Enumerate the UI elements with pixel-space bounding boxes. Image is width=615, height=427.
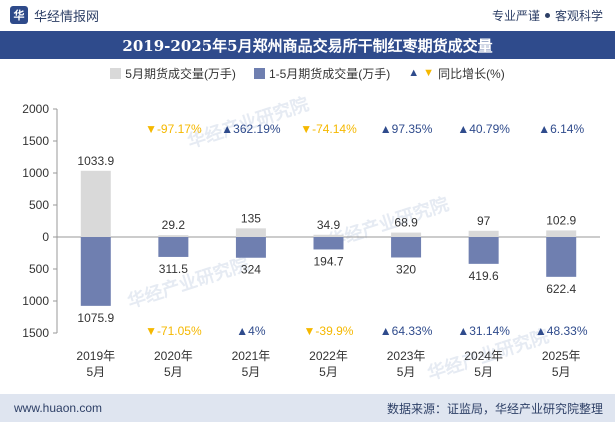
legend-swatch-may: [110, 67, 122, 79]
triangle-up-icon: ▲: [408, 67, 420, 79]
data-label-may: 135: [241, 211, 261, 225]
top-bar: 华 华经情报网 专业严谨 客观科学: [0, 0, 615, 30]
bar-may: [235, 228, 266, 237]
growth-label-may: ▲362.19%: [221, 122, 281, 136]
data-label-may: 97: [477, 214, 491, 228]
logo-icon: 华: [10, 6, 28, 24]
growth-label-ytd: ▲4%: [236, 324, 266, 338]
legend-item-growth: ▲ ▼ 同比增长(%): [408, 65, 504, 82]
chart-plot: 华经产业研究院 华经产业研究院 华经产业研究院 华经产业研究院 20001500…: [22, 93, 600, 384]
bar-may: [158, 235, 189, 237]
data-label-ytd: 311.5: [159, 262, 188, 276]
data-label-may: 1033.9: [77, 154, 114, 168]
brand[interactable]: 华 华经情报网: [10, 6, 99, 25]
growth-label-may: ▲40.79%: [457, 122, 510, 136]
legend-label-may: 5月期货成交量(万手): [125, 66, 236, 81]
bar-may: [546, 230, 577, 237]
data-label-may: 29.2: [162, 218, 186, 232]
data-label-ytd: 324: [241, 263, 261, 277]
x-tick-label: 2024年 5月: [464, 349, 503, 379]
y-tick-label: 500: [29, 198, 49, 212]
legend-item-may: 5月期货成交量(万手): [110, 65, 236, 82]
growth-label-ytd: ▼-71.05%: [145, 324, 202, 338]
legend-item-ytd: 1-5月期货成交量(万手): [253, 65, 391, 82]
growth-label-may: ▲97.35%: [380, 122, 433, 136]
watermark: 华经产业研究院: [325, 193, 451, 252]
bar-ytd: [158, 237, 189, 257]
bar-may: [80, 170, 111, 237]
bar-ytd: [391, 237, 422, 258]
x-tick-label: 2022年 5月: [309, 349, 348, 379]
growth-label-may: ▲6.14%: [538, 122, 584, 136]
data-label-ytd: 194.7: [313, 254, 343, 268]
y-tick-label: 1000: [22, 294, 49, 308]
brand-name: 华经情报网: [34, 8, 100, 24]
website-link[interactable]: www.huaon.com: [14, 401, 103, 415]
legend-label-growth: 同比增长(%): [438, 66, 505, 81]
data-label-may: 102.9: [546, 213, 576, 227]
legend: 5月期货成交量(万手) 1-5月期货成交量(万手) ▲ ▼ 同比增长(%): [0, 62, 615, 84]
slogan-right: 客观科学: [554, 8, 603, 23]
growth-label-ytd: ▼-39.9%: [304, 324, 354, 338]
y-tick-label: 1500: [22, 326, 49, 340]
data-label-may: 68.9: [394, 216, 418, 230]
chart-title: 2019-2025年5月郑州商品交易所干制红枣期货成交量: [0, 31, 615, 59]
bullet-icon: [544, 12, 550, 18]
x-tick-label: 2019年 5月: [76, 349, 115, 379]
y-tick-label: 0: [42, 230, 49, 244]
data-label-may: 34.9: [317, 218, 341, 232]
data-label-ytd: 320: [396, 262, 416, 276]
y-tick-label: 500: [29, 262, 49, 276]
bar-ytd: [468, 237, 499, 264]
bar-ytd: [313, 237, 344, 250]
data-source: 数据来源：证监局，华经产业研究院整理: [386, 401, 603, 416]
y-tick-label: 2000: [22, 102, 49, 116]
growth-label-ytd: ▲64.33%: [380, 324, 433, 338]
y-tick-label: 1000: [22, 166, 49, 180]
slogan-left: 专业严谨: [491, 8, 540, 23]
bar-may: [313, 234, 344, 237]
legend-swatch-ytd: [253, 67, 265, 79]
data-label-ytd: 622.4: [546, 282, 576, 296]
bar-may: [391, 232, 422, 237]
data-label-ytd: 1075.9: [77, 311, 114, 325]
y-tick-label: 1500: [22, 134, 49, 148]
x-tick-label: 2025年 5月: [542, 349, 581, 379]
bar-may: [468, 230, 499, 237]
triangle-down-icon: ▼: [423, 67, 435, 79]
x-tick-label: 2023年 5月: [387, 349, 426, 379]
data-label-ytd: 419.6: [469, 269, 499, 283]
x-tick-label: 2020年 5月: [154, 349, 193, 379]
slogan: 专业严谨 客观科学: [492, 7, 603, 24]
bar-ytd: [80, 237, 111, 306]
x-tick-label: 2021年 5月: [232, 349, 271, 379]
legend-label-ytd: 1-5月期货成交量(万手): [268, 66, 391, 81]
bar-ytd: [546, 237, 577, 277]
growth-label-ytd: ▲48.33%: [535, 324, 588, 338]
footer: www.huaon.com 数据来源：证监局，华经产业研究院整理: [0, 394, 615, 422]
bar-ytd: [235, 237, 266, 258]
growth-label-may: ▼-74.14%: [300, 122, 357, 136]
growth-label-may: ▼-97.17%: [145, 122, 202, 136]
growth-label-ytd: ▲31.14%: [457, 324, 510, 338]
